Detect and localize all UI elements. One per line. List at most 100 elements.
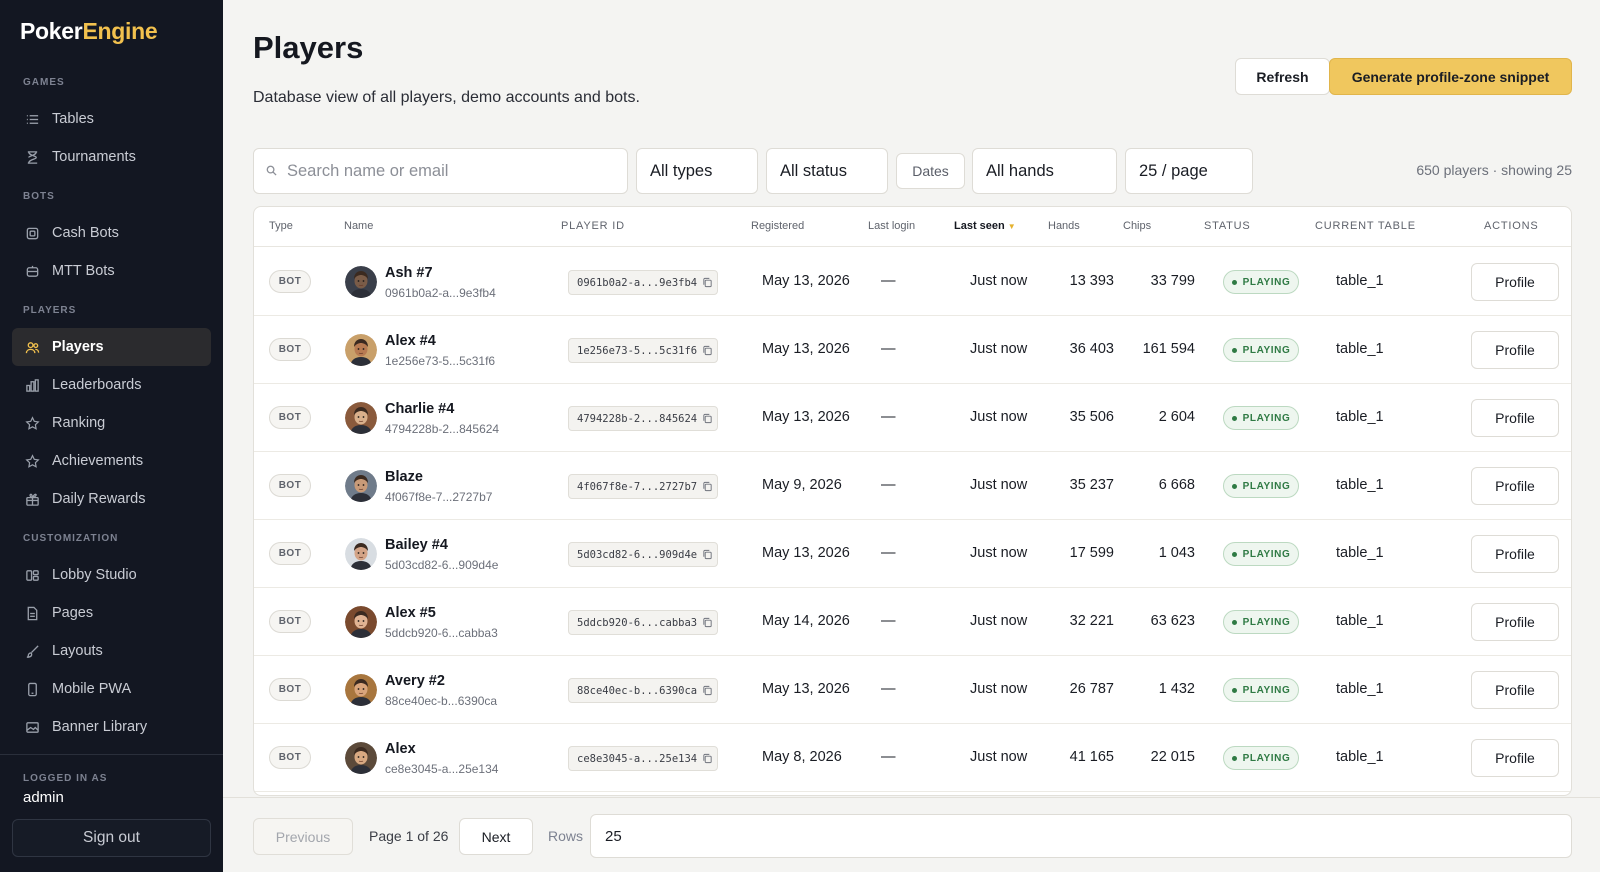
sidebar-item-label: Leaderboards [52, 377, 142, 393]
player-name[interactable]: Avery #2 [385, 673, 445, 689]
sidebar-item-mobile-pwa[interactable]: Mobile PWA [12, 670, 211, 708]
current-table[interactable]: table_1 [1336, 749, 1384, 765]
player-short-id: 0961b0a2-a...9e3fb4 [385, 286, 496, 300]
profile-button[interactable]: Profile [1471, 739, 1559, 777]
sidebar-item-ranking[interactable]: Ranking [12, 404, 211, 442]
col-registered[interactable]: Registered [751, 220, 805, 232]
current-table[interactable]: table_1 [1336, 613, 1384, 629]
dates-filter-button[interactable]: Dates [896, 153, 965, 189]
copy-icon[interactable] [702, 413, 713, 424]
status-badge: PLAYING [1223, 406, 1299, 430]
player-name[interactable]: Bailey #4 [385, 537, 448, 553]
current-table[interactable]: table_1 [1336, 341, 1384, 357]
sidebar-item-label: Achievements [52, 453, 144, 469]
player-name[interactable]: Alex [385, 741, 416, 757]
player-id-chip[interactable]: 1e256e73-5...5c31f6 [568, 338, 718, 363]
sidebar-item-banner-library[interactable]: Banner Library [12, 708, 211, 746]
type-badge: BOT [269, 406, 311, 429]
sort-desc-icon: ▼ [1007, 222, 1016, 231]
profile-button[interactable]: Profile [1471, 671, 1559, 709]
previous-page-button[interactable]: Previous [253, 818, 353, 855]
copy-icon[interactable] [702, 549, 713, 560]
hands-filter-select[interactable]: All hands [972, 148, 1117, 194]
rows-per-page-input[interactable]: 25 [590, 814, 1572, 858]
current-table[interactable]: table_1 [1336, 681, 1384, 697]
copy-icon[interactable] [702, 685, 713, 696]
player-id-chip[interactable]: 4794228b-2...845624 [568, 406, 718, 431]
player-name[interactable]: Charlie #4 [385, 401, 455, 417]
player-id-chip[interactable]: ce8e3045-a...25e134 [568, 746, 718, 771]
search-input[interactable]: Search name or email [253, 148, 628, 194]
profile-button[interactable]: Profile [1471, 535, 1559, 573]
player-id-chip[interactable]: 4f067f8e-7...2727b7 [568, 474, 718, 499]
status-badge: PLAYING [1223, 542, 1299, 566]
sidebar-item-pages[interactable]: Pages [12, 594, 211, 632]
status-filter-select[interactable]: All status [766, 148, 888, 194]
current-table[interactable]: table_1 [1336, 273, 1384, 289]
avatar [345, 334, 377, 366]
player-name[interactable]: Alex #5 [385, 605, 436, 621]
sidebar-item-layouts[interactable]: Layouts [12, 632, 211, 670]
sidebar-item-lobby-studio[interactable]: Lobby Studio [12, 556, 211, 594]
copy-icon[interactable] [702, 753, 713, 764]
sidebar-footer: LOGGED IN AS admin Sign out [0, 754, 223, 872]
player-name[interactable]: Blaze [385, 469, 423, 485]
col-hands[interactable]: Hands [1048, 220, 1080, 232]
chips-count: 6 668 [1158, 477, 1195, 493]
sidebar-item-daily-rewards[interactable]: Daily Rewards [12, 480, 211, 518]
status-badge: PLAYING [1223, 338, 1299, 362]
col-last-seen[interactable]: Last seen ▼ [954, 220, 1016, 232]
next-page-button[interactable]: Next [459, 818, 533, 855]
col-current-table[interactable]: CURRENT TABLE [1315, 220, 1416, 232]
chip-icon [24, 225, 40, 241]
table-row: BOT Bailey #4 5d03cd82-6...909d4e 5d03cd82-… [254, 520, 1571, 588]
sidebar: PokerEngine GAMES Tables Tournaments BOTS Ca… [0, 0, 223, 872]
current-table[interactable]: table_1 [1336, 545, 1384, 561]
profile-button[interactable]: Profile [1471, 263, 1559, 301]
player-id-chip[interactable]: 5d03cd82-6...909d4e [568, 542, 718, 567]
player-name[interactable]: Ash #7 [385, 265, 433, 281]
col-type[interactable]: Type [269, 220, 293, 232]
table-row: BOT Charlie #4 4794228b-2...845624 4794228b… [254, 384, 1571, 452]
generate-snippet-button[interactable]: Generate profile-zone snippet [1329, 58, 1572, 95]
sidebar-item-players[interactable]: Players [12, 328, 211, 366]
profile-button[interactable]: Profile [1471, 331, 1559, 369]
per-page-select[interactable]: 25 / page [1125, 148, 1253, 194]
sidebar-item-achievements[interactable]: Achievements [12, 442, 211, 480]
last-login: — [881, 545, 896, 561]
copy-icon[interactable] [702, 481, 713, 492]
col-name[interactable]: Name [344, 220, 374, 232]
sidebar-item-mtt-bots[interactable]: MTT Bots [12, 252, 211, 290]
copy-icon[interactable] [702, 345, 713, 356]
gift-icon [24, 491, 40, 507]
player-id-chip[interactable]: 0961b0a2-a...9e3fb4 [568, 270, 718, 295]
col-chips[interactable]: Chips [1123, 220, 1152, 232]
copy-icon[interactable] [702, 617, 713, 628]
sidebar-item-cash-bots[interactable]: Cash Bots [12, 214, 211, 252]
player-id-chip[interactable]: 5ddcb920-6...cabba3 [568, 610, 718, 635]
registered-date: May 9, 2026 [762, 477, 842, 493]
current-table[interactable]: table_1 [1336, 409, 1384, 425]
profile-button[interactable]: Profile [1471, 399, 1559, 437]
app-logo[interactable]: PokerEngine [20, 18, 158, 45]
star-icon [24, 453, 40, 469]
current-table[interactable]: table_1 [1336, 477, 1384, 493]
last-seen: Just now [970, 477, 1028, 493]
phone-icon [24, 681, 40, 697]
hands-count: 35 506 [1069, 409, 1114, 425]
page-icon [24, 605, 40, 621]
profile-button[interactable]: Profile [1471, 603, 1559, 641]
col-status[interactable]: STATUS [1204, 220, 1251, 232]
copy-icon[interactable] [702, 277, 713, 288]
col-last-login[interactable]: Last login [868, 220, 916, 232]
refresh-button[interactable]: Refresh [1235, 58, 1330, 95]
sidebar-item-tournaments[interactable]: Tournaments [12, 138, 211, 176]
player-name[interactable]: Alex #4 [385, 333, 436, 349]
profile-button[interactable]: Profile [1471, 467, 1559, 505]
sign-out-button[interactable]: Sign out [12, 819, 211, 857]
col-player-id[interactable]: PLAYER ID [561, 220, 625, 232]
sidebar-item-leaderboards[interactable]: Leaderboards [12, 366, 211, 404]
type-filter-select[interactable]: All types [636, 148, 758, 194]
player-id-chip[interactable]: 88ce40ec-b...6390ca [568, 678, 718, 703]
sidebar-item-tables[interactable]: Tables [12, 100, 211, 138]
